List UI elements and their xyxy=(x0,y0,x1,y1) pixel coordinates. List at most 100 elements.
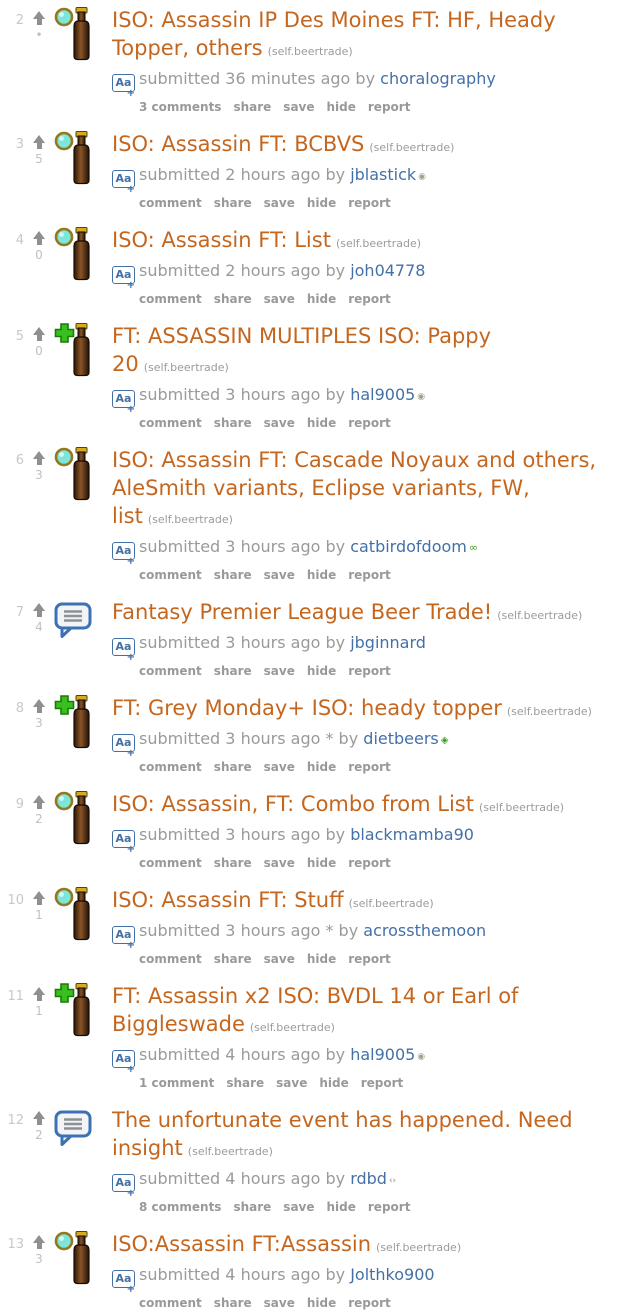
comments-link[interactable]: comment xyxy=(139,760,202,774)
post-thumbnail[interactable] xyxy=(54,692,112,750)
save-link[interactable]: save xyxy=(263,568,295,582)
save-link[interactable]: save xyxy=(263,664,295,678)
share-link[interactable]: share xyxy=(213,856,252,870)
post-title[interactable]: ISO: Assassin FT: List xyxy=(112,228,331,252)
post-thumbnail[interactable] xyxy=(54,788,112,846)
post-thumbnail[interactable] xyxy=(54,1228,112,1286)
hide-link[interactable]: hide xyxy=(306,292,337,306)
post-domain[interactable]: (self.beertrade) xyxy=(187,1145,273,1158)
post-domain[interactable]: (self.beertrade) xyxy=(249,1021,335,1034)
upvote-arrow[interactable] xyxy=(33,795,45,809)
share-link[interactable]: share xyxy=(213,196,252,210)
report-link[interactable]: report xyxy=(348,1296,391,1310)
post-thumbnail[interactable] xyxy=(54,320,112,378)
report-link[interactable]: report xyxy=(367,1200,411,1214)
comments-link[interactable]: 1 comment xyxy=(139,1076,215,1090)
post-title[interactable]: FT: ASSASSIN MULTIPLES ISO: Pappy 20 xyxy=(112,324,492,376)
post-title[interactable]: Fantasy Premier League Beer Trade! xyxy=(112,600,493,624)
post-title[interactable]: ISO: Assassin, FT: Combo from List xyxy=(112,792,474,816)
author-link[interactable]: catbirdofdoom xyxy=(350,537,467,556)
share-link[interactable]: share xyxy=(213,664,252,678)
post-thumbnail[interactable] xyxy=(54,884,112,942)
save-link[interactable]: save xyxy=(263,416,295,430)
post-title[interactable]: ISO: Assassin FT: Cascade Noyaux and oth… xyxy=(112,448,597,528)
author-link[interactable]: hal9005 xyxy=(350,385,416,404)
upvote-arrow[interactable] xyxy=(33,11,45,25)
save-link[interactable]: save xyxy=(263,196,295,210)
post-title[interactable]: ISO: Assassin IP Des Moines FT: HF, Head… xyxy=(112,8,556,60)
save-link[interactable]: save xyxy=(263,760,295,774)
share-link[interactable]: share xyxy=(213,416,252,430)
post-domain[interactable]: (self.beertrade) xyxy=(348,897,434,910)
hide-link[interactable]: hide xyxy=(306,196,337,210)
comments-link[interactable]: comment xyxy=(139,416,202,430)
comments-link[interactable]: 8 comments xyxy=(139,1200,222,1214)
comments-link[interactable]: comment xyxy=(139,1296,202,1310)
author-link[interactable]: acrossthemoon xyxy=(363,921,487,940)
comments-link[interactable]: comment xyxy=(139,568,202,582)
post-domain[interactable]: (self.beertrade) xyxy=(335,237,422,250)
share-link[interactable]: share xyxy=(213,952,252,966)
post-title[interactable]: The unfortunate event has happened. Need… xyxy=(112,1108,573,1160)
author-link[interactable]: dietbeers xyxy=(363,729,439,748)
report-link[interactable]: report xyxy=(348,664,391,678)
author-link[interactable]: hal9005 xyxy=(350,1045,416,1064)
post-thumbnail[interactable] xyxy=(54,128,112,186)
upvote-arrow[interactable] xyxy=(33,699,45,713)
author-link[interactable]: jbginnard xyxy=(350,633,426,652)
report-link[interactable]: report xyxy=(367,100,411,114)
author-link[interactable]: Jolthko900 xyxy=(350,1265,435,1284)
upvote-arrow[interactable] xyxy=(33,1235,45,1249)
hide-link[interactable]: hide xyxy=(306,760,337,774)
comments-link[interactable]: 3 comments xyxy=(139,100,222,114)
hide-link[interactable]: hide xyxy=(306,856,337,870)
share-link[interactable]: share xyxy=(226,1076,265,1090)
post-title[interactable]: ISO:Assassin FT:Assassin xyxy=(112,1232,372,1256)
post-title[interactable]: ISO: Assassin FT: BCBVS xyxy=(112,132,365,156)
hide-link[interactable]: hide xyxy=(326,1200,356,1214)
report-link[interactable]: report xyxy=(360,1076,404,1090)
post-thumbnail[interactable] xyxy=(54,1104,112,1146)
post-title[interactable]: ISO: Assassin FT: Stuff xyxy=(112,888,344,912)
post-domain[interactable]: (self.beertrade) xyxy=(478,801,565,814)
author-link[interactable]: rdbd xyxy=(350,1169,387,1188)
upvote-arrow[interactable] xyxy=(33,451,45,465)
save-link[interactable]: save xyxy=(263,952,295,966)
report-link[interactable]: report xyxy=(348,416,391,430)
hide-link[interactable]: hide xyxy=(306,952,337,966)
post-thumbnail[interactable] xyxy=(54,596,112,638)
comments-link[interactable]: comment xyxy=(139,196,202,210)
hide-link[interactable]: hide xyxy=(306,1296,337,1310)
hide-link[interactable]: hide xyxy=(319,1076,349,1090)
post-title[interactable]: FT: Grey Monday+ ISO: heady topper xyxy=(112,696,502,720)
comments-link[interactable]: comment xyxy=(139,856,202,870)
save-link[interactable]: save xyxy=(263,1296,295,1310)
share-link[interactable]: share xyxy=(233,100,272,114)
comments-link[interactable]: comment xyxy=(139,952,202,966)
upvote-arrow[interactable] xyxy=(33,603,45,617)
report-link[interactable]: report xyxy=(348,568,391,582)
upvote-arrow[interactable] xyxy=(33,891,45,905)
report-link[interactable]: report xyxy=(348,952,391,966)
share-link[interactable]: share xyxy=(233,1200,272,1214)
post-domain[interactable]: (self.beertrade) xyxy=(267,45,353,58)
comments-link[interactable]: comment xyxy=(139,292,202,306)
post-thumbnail[interactable] xyxy=(54,444,112,502)
post-thumbnail[interactable] xyxy=(54,224,112,282)
post-domain[interactable]: (self.beertrade) xyxy=(147,513,233,526)
upvote-arrow[interactable] xyxy=(33,1111,45,1125)
report-link[interactable]: report xyxy=(348,856,391,870)
save-link[interactable]: save xyxy=(263,292,295,306)
save-link[interactable]: save xyxy=(263,856,295,870)
post-domain[interactable]: (self.beertrade) xyxy=(506,705,592,718)
hide-link[interactable]: hide xyxy=(306,664,337,678)
upvote-arrow[interactable] xyxy=(33,987,45,1001)
post-domain[interactable]: (self.beertrade) xyxy=(369,141,455,154)
author-link[interactable]: joh04778 xyxy=(350,261,426,280)
upvote-arrow[interactable] xyxy=(33,231,45,245)
author-link[interactable]: choralography xyxy=(380,69,496,88)
hide-link[interactable]: hide xyxy=(306,568,337,582)
save-link[interactable]: save xyxy=(276,1076,308,1090)
upvote-arrow[interactable] xyxy=(33,327,45,341)
report-link[interactable]: report xyxy=(348,196,391,210)
